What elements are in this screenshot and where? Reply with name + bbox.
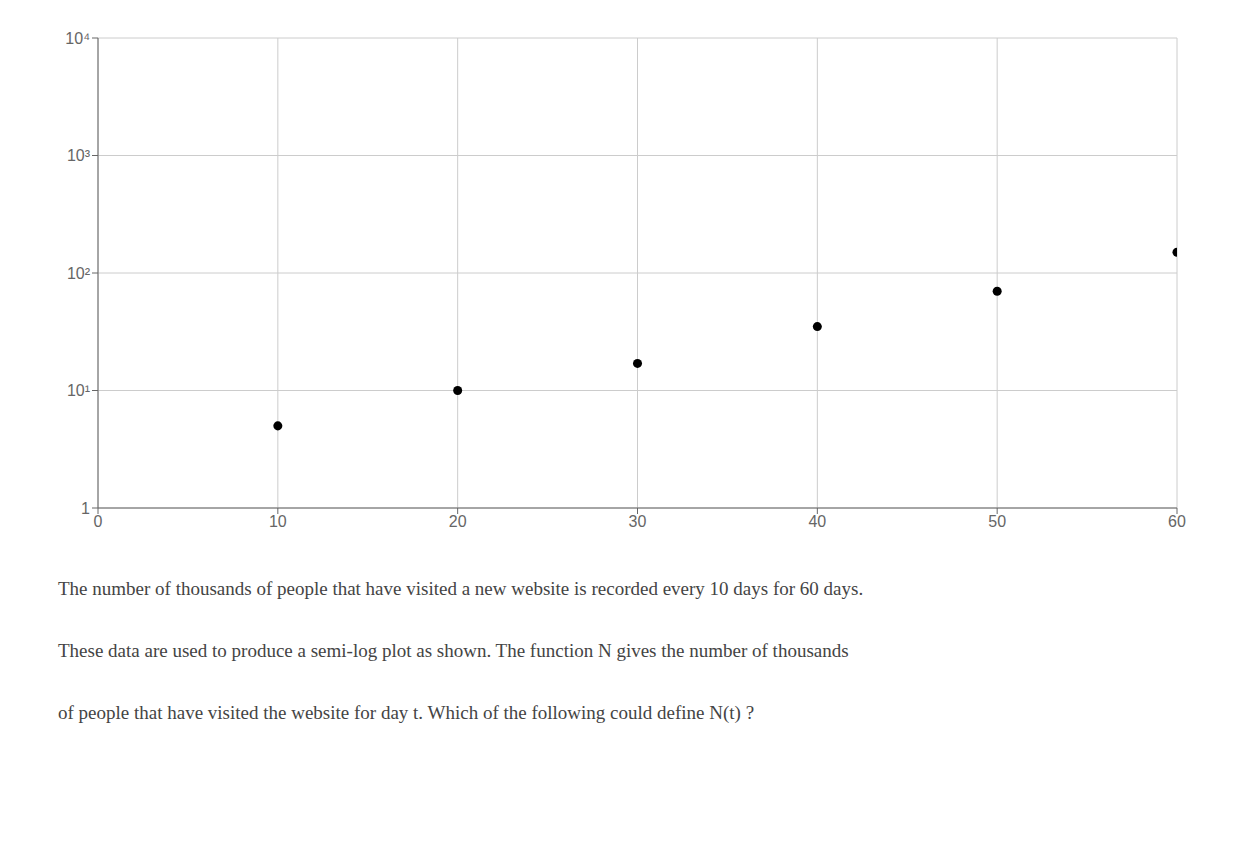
svg-text:50: 50 xyxy=(988,513,1006,530)
svg-text:10¹: 10¹ xyxy=(67,382,90,399)
svg-text:40: 40 xyxy=(808,513,826,530)
svg-text:10²: 10² xyxy=(67,265,91,282)
svg-text:10³: 10³ xyxy=(67,147,91,164)
html-text:of people that have visited th: of people that have visited the website … xyxy=(58,702,755,723)
svg-text:1: 1 xyxy=(81,500,90,517)
svg-text:10: 10 xyxy=(269,513,287,530)
svg-text:10⁴: 10⁴ xyxy=(65,30,90,47)
svg-text:0: 0 xyxy=(94,513,103,530)
html-text:These data are used to produce: These data are used to produce a semi-lo… xyxy=(58,640,849,661)
html-text:The number of thousands of peo: The number of thousands of people that h… xyxy=(58,578,864,599)
svg-text:60: 60 xyxy=(1168,513,1186,530)
svg-text:20: 20 xyxy=(449,513,467,530)
svg-text:30: 30 xyxy=(629,513,647,530)
